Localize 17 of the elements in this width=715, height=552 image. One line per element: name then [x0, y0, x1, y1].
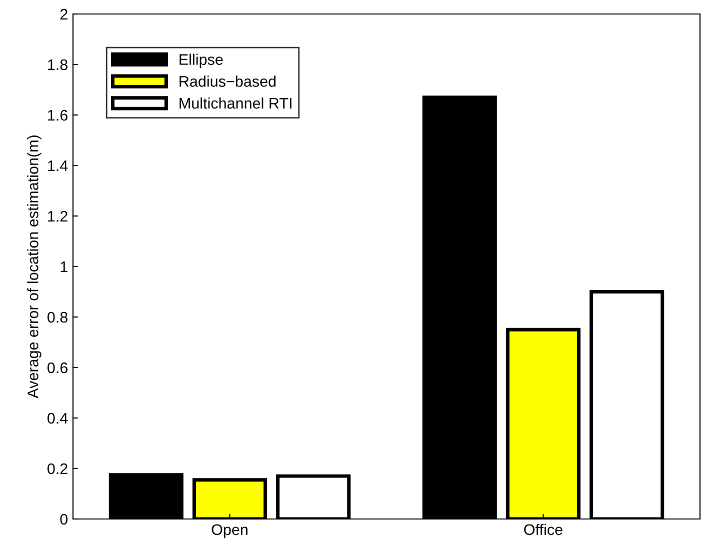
- x-tick-label: Office: [524, 524, 562, 536]
- y-axis-title: Average error of location estimation(m): [27, 136, 42, 398]
- y-tick-label: 0: [60, 514, 68, 525]
- y-tick-label: 1: [60, 262, 68, 272]
- x-tick-label: Open: [212, 524, 248, 538]
- y-tick-label: 2: [60, 8, 68, 20]
- y-tick-label: 1.4: [48, 160, 68, 172]
- legend-label: Multichannel RTI: [180, 97, 292, 109]
- y-tick-label: 0.2: [48, 463, 68, 474]
- y-tick-label: 0.6: [48, 362, 68, 374]
- y-tick-label: 1.6: [48, 110, 68, 121]
- legend-label: Ellipse: [180, 54, 223, 68]
- y-tick-label: 0.8: [48, 312, 68, 323]
- y-tick-label: 0.4: [48, 412, 68, 424]
- y-tick-label: 1.2: [48, 210, 68, 222]
- legend-label: Radius−based: [180, 76, 276, 87]
- y-tick-label: 1.8: [48, 59, 68, 70]
